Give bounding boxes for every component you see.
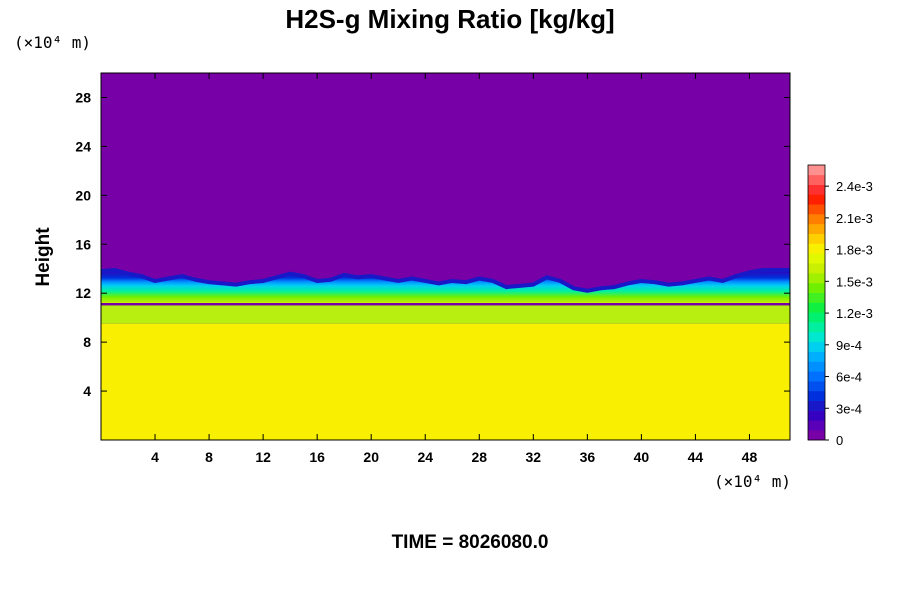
y-axis-unit: (×10⁴ m) [14,33,91,52]
colorbar-swatch [808,194,825,205]
lower-layer [101,323,790,440]
y-axis-label: Height [33,227,54,287]
x-tick-label: 20 [363,449,379,465]
chart-title: H2S-g Mixing Ratio [kg/kg] [285,4,615,34]
colorbar-swatch [808,204,825,215]
colorbar-swatch [808,273,825,284]
colorbar-swatch [808,351,825,362]
y-tick-label: 12 [75,285,91,301]
x-tick-label: 24 [417,449,433,465]
colorbar [807,164,826,441]
x-tick-label: 12 [255,449,271,465]
colorbar-swatch [808,410,825,421]
x-tick-label: 4 [151,449,159,465]
colorbar-swatch [808,361,825,372]
colorbar-swatch [808,292,825,303]
colorbar-swatch [808,263,825,274]
colorbar-swatch [808,165,825,176]
colorbar-ticks: 0 3e-4 6e-4 9e-4 1.2e-3 1.5e-3 1.8e-3 2.1e-3 2.4… [825,179,873,448]
colorbar-swatch [808,174,825,185]
colorbar-tick-label: 0 [836,433,843,448]
plot-frame [100,72,791,441]
middle-layer [101,305,790,324]
colorbar-swatch [808,223,825,235]
colorbar-tick-label: 2.4e-3 [836,179,873,194]
x-tick-label: 16 [309,449,325,465]
x-axis-unit: (×10⁴ m) [714,472,791,491]
colorbar-tick-label: 6e-4 [836,370,862,385]
colorbar-swatch [808,371,825,382]
x-tick-label: 28 [471,449,487,465]
colorbar-swatch [808,341,825,352]
plot-area [101,73,790,440]
x-tick-label: 40 [634,449,650,465]
colorbar-swatch [808,233,825,244]
y-axis: 4 8 12 16 20 24 28 [75,89,790,399]
x-tick-label: 44 [688,449,704,465]
colorbar-swatch [808,400,825,411]
x-tick-label: 36 [580,449,596,465]
colorbar-tick-label: 9e-4 [836,338,862,353]
colorbar-frame [807,164,826,441]
colorbar-swatch [808,243,825,254]
colorbar-swatch [808,420,825,431]
colorbar-swatch [808,430,825,441]
time-label: TIME = 8026080.0 [391,532,549,553]
colorbar-tick-label: 1.5e-3 [836,274,873,289]
colorbar-tick-label: 2.1e-3 [836,211,873,226]
y-tick-label: 16 [75,236,91,252]
colorbar-tick-label: 1.8e-3 [836,243,873,258]
colorbar-swatch [808,331,825,343]
y-tick-label: 8 [83,334,91,350]
x-tick-label: 32 [526,449,542,465]
y-tick-label: 28 [75,89,91,105]
interface-fringe [101,267,790,293]
colorbar-tick-label: 1.2e-3 [836,306,873,321]
colorbar-swatch [808,302,825,313]
colorbar-tick-label: 3e-4 [836,401,862,416]
y-tick-label: 24 [75,138,91,154]
y-tick-label: 20 [75,187,91,203]
colorbar-swatch [808,282,825,293]
x-tick-label: 8 [205,449,213,465]
colorbar-swatch [808,184,825,195]
colorbar-swatch [808,253,825,264]
colorbar-swatch [808,322,825,333]
colorbar-swatch [808,381,825,392]
colorbar-swatch [808,214,825,225]
x-axis: 4 8 12 16 20 24 28 32 36 40 44 48 [151,73,757,465]
colorbar-swatch [808,390,825,402]
colorbar-swatch [808,312,825,323]
y-tick-label: 4 [83,383,91,399]
x-tick-label: 48 [742,449,758,465]
